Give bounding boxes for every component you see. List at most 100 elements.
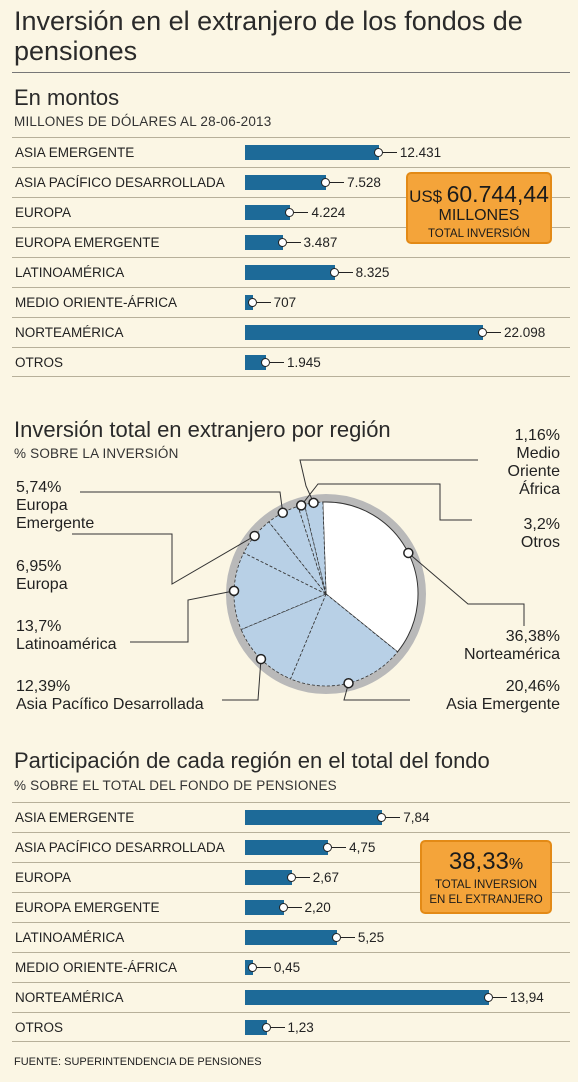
bar-category-label: NORTEAMÉRICA — [15, 990, 124, 1005]
bar-leader-line — [330, 182, 345, 183]
bar-row: NORTEAMÉRICA 13,94 — [12, 982, 570, 1012]
section-title-participacion: Participación de cada región en el total… — [14, 748, 490, 773]
bar-leader-line — [294, 212, 309, 213]
bar-row: ASIA PACÍFICO DESARROLLADA 4,75 — [12, 832, 570, 862]
bar — [245, 175, 327, 190]
pie-leader-line — [300, 483, 472, 521]
pie-label-norteamerica: 36,38% Norteamérica — [463, 628, 560, 663]
bar-category-label: LATINOAMÉRICA — [15, 930, 125, 945]
callout-percent-sign: % — [508, 856, 524, 873]
bar-value-label: 1,23 — [287, 1020, 314, 1035]
bar — [245, 235, 283, 250]
pie-label-europa-emergente: 5,74% Europa Emergente — [16, 479, 95, 532]
pie-leader-line — [80, 491, 284, 513]
pie-label-asia-pacifico: 12,39% Asia Pacífico Desarrollada — [16, 678, 204, 713]
callout-percent-amount: 38,33 — [448, 848, 509, 875]
bar-row: EUROPA EMERGENTE 2,20 — [12, 892, 570, 922]
bar-category-label: OTROS — [15, 1020, 64, 1035]
bar-end-marker — [329, 268, 339, 277]
bar-value-label: 1.945 — [286, 355, 321, 370]
bar-leader-line — [487, 332, 501, 333]
pie-label-asia-emergente: 20,46% Asia Emergente — [446, 678, 560, 713]
pie-leader-line — [222, 659, 262, 701]
total-investment-callout: US$ 60.744,44 MILLONES TOTAL INVERSIÓN — [406, 172, 552, 244]
bar-value-label: 2,20 — [304, 900, 331, 915]
bar-end-marker — [261, 1023, 271, 1032]
bar-value-label: 707 — [273, 295, 297, 310]
bar-value-label: 4.224 — [311, 205, 346, 220]
bar-end-marker — [373, 148, 383, 157]
bar-leader-line — [338, 272, 353, 273]
bar-row: LATINOAMÉRICA 5,25 — [12, 922, 570, 952]
pie-slice-marker — [228, 585, 240, 597]
bar-end-marker — [321, 178, 331, 187]
bar-value-label: 2,67 — [312, 870, 340, 885]
bar-end-marker — [247, 963, 257, 972]
bar-end-marker — [377, 813, 387, 822]
bar-leader-line — [269, 362, 284, 363]
bar-value-label: 22.098 — [504, 325, 546, 340]
bar-value-label: 5,25 — [357, 930, 385, 945]
bar-row: ASIA EMERGENTE 7,84 — [12, 802, 570, 832]
bar-category-label: MEDIO ORIENTE-ÁFRICA — [15, 295, 178, 310]
bar-leader-line — [295, 877, 310, 878]
pie-slice-marker — [295, 500, 307, 511]
page-title: Inversión en el extranjero de los fondos… — [14, 6, 523, 66]
pie-leader-line — [130, 590, 235, 643]
bar-end-marker — [278, 903, 288, 912]
bar-end-marker — [323, 843, 333, 852]
section-title-pie: Inversión total en extranjero por región — [14, 417, 391, 442]
bar-leader-line — [256, 302, 271, 303]
bar-category-label: EUROPA — [15, 205, 72, 220]
bar-end-marker — [331, 933, 341, 942]
bar-row: EUROPA 2,67 — [12, 862, 570, 892]
bar-category-label: LATINOAMÉRICA — [15, 265, 125, 280]
pie-slice-marker — [343, 677, 354, 689]
bar-row: ASIA EMERGENTE 12.431 — [12, 137, 570, 167]
bar-value-label: 12.431 — [399, 145, 442, 160]
bar-category-label: MEDIO ORIENTE-ÁFRICA — [15, 960, 178, 975]
pie-slice-marker — [403, 547, 414, 559]
bar — [245, 930, 337, 945]
bar — [245, 355, 266, 370]
source-note: FUENTE: SUPERINTENDENCIA DE PENSIONES — [14, 1056, 262, 1068]
pie-leader-line — [299, 459, 478, 504]
bar — [245, 265, 335, 280]
bar-end-marker — [260, 358, 270, 367]
bar-leader-line — [493, 997, 507, 998]
pie-label-europa: 6,95% Europa — [16, 558, 68, 593]
bar — [245, 990, 489, 1005]
bar-end-marker — [286, 873, 296, 882]
bar-leader-line — [340, 937, 355, 938]
pie-slice-marker — [255, 653, 267, 665]
pie-slice-marker — [249, 530, 260, 542]
bar-end-marker — [247, 298, 257, 307]
bar-row: NORTEAMÉRICA 22.098 — [12, 317, 570, 347]
bar — [245, 810, 383, 825]
bar-category-label: EUROPA EMERGENTE — [15, 235, 160, 250]
bar-category-label: EUROPA — [15, 870, 72, 885]
bar-leader-line — [270, 1027, 285, 1028]
bar-leader-line — [386, 817, 401, 818]
callout-amount: 60.744,44 — [446, 181, 549, 207]
bar-end-marker — [484, 993, 493, 1002]
callout-caption: TOTAL INVERSIÓN — [427, 228, 531, 240]
bar-row: MEDIO ORIENTE-ÁFRICA 707 — [12, 287, 570, 317]
bar-value-label: 3.487 — [303, 235, 338, 250]
bar-category-label: EUROPA EMERGENTE — [15, 900, 160, 915]
pie-slice-marker — [308, 497, 319, 509]
section-subtitle-montos: MILLONES DE DÓLARES AL 28-06-2013 — [14, 114, 272, 129]
pie-slice-marker — [277, 507, 289, 519]
callout-percent-caption-2: EN EL EXTRANJERO — [429, 894, 543, 906]
bar-end-marker — [478, 328, 487, 337]
bar-leader-line — [287, 907, 302, 908]
callout-currency: US$ — [409, 187, 443, 206]
pie-leader-line — [408, 552, 525, 626]
bar-end-marker — [277, 238, 287, 247]
section-subtitle-pie: % SOBRE LA INVERSIÓN — [14, 446, 179, 461]
bar-value-label: 4,75 — [349, 840, 376, 855]
bar-category-label: OTROS — [15, 355, 64, 370]
bar-chart-participacion: ASIA EMERGENTE 7,84 ASIA PACÍFICO DESARROL… — [12, 802, 570, 1042]
bar-value-label: 7.528 — [347, 175, 381, 190]
bar-category-label: ASIA EMERGENTE — [15, 810, 135, 825]
